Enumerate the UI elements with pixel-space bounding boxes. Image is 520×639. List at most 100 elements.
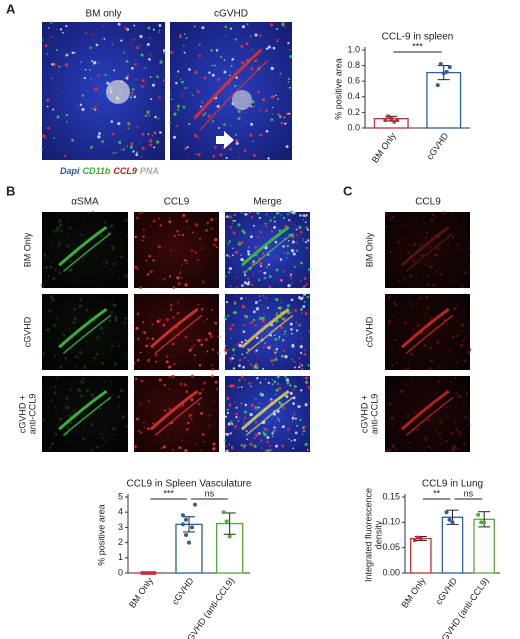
cell	[159, 60, 163, 64]
micrograph	[168, 21, 293, 160]
cell	[149, 270, 153, 274]
cell	[136, 46, 140, 50]
cell	[302, 425, 306, 429]
data-point	[447, 65, 452, 70]
cell	[253, 105, 256, 108]
cell	[124, 316, 128, 320]
cell	[249, 35, 252, 37]
cell	[455, 406, 457, 409]
significance-label: ***	[163, 488, 174, 498]
cell	[237, 223, 241, 227]
cell	[150, 98, 153, 101]
cell	[462, 442, 466, 446]
cell	[176, 230, 179, 233]
vessel	[245, 232, 294, 272]
data-point	[444, 69, 449, 74]
cell	[173, 362, 176, 366]
cell	[133, 24, 136, 27]
cell	[240, 444, 243, 447]
cell	[221, 146, 225, 149]
cell	[228, 215, 233, 219]
cell	[244, 339, 247, 342]
cell	[135, 59, 137, 61]
cell	[200, 339, 203, 342]
cell	[430, 316, 433, 320]
cell	[46, 105, 49, 108]
data-point	[389, 116, 394, 121]
cell	[56, 317, 59, 320]
cell	[112, 427, 116, 431]
cell	[130, 96, 132, 99]
cell	[416, 303, 418, 306]
cell	[180, 94, 184, 98]
cell	[152, 28, 155, 31]
cell	[183, 259, 187, 262]
cell	[204, 321, 206, 323]
vessel	[199, 60, 269, 131]
cell	[197, 152, 201, 157]
cell	[92, 64, 94, 66]
cell	[81, 94, 85, 97]
cell	[43, 256, 46, 259]
cell	[122, 321, 124, 323]
cell	[246, 23, 249, 26]
cell	[398, 319, 401, 321]
cell	[407, 244, 410, 246]
cell	[279, 72, 282, 75]
cell	[268, 444, 271, 447]
vessel	[58, 225, 108, 267]
cell	[106, 81, 110, 85]
cell	[446, 323, 449, 326]
cell	[403, 321, 407, 325]
cell	[158, 31, 161, 33]
cell	[388, 320, 392, 324]
pna-cluster	[232, 90, 252, 110]
cell	[445, 439, 448, 443]
vessel	[154, 396, 203, 436]
cell	[137, 429, 140, 432]
cell	[149, 76, 152, 78]
cell	[169, 308, 173, 311]
cell	[56, 28, 59, 30]
cell	[155, 360, 158, 363]
cell	[99, 432, 102, 435]
cell	[97, 62, 100, 65]
cell	[231, 323, 235, 327]
cell	[117, 122, 121, 126]
cell	[243, 270, 247, 274]
cell	[141, 146, 145, 150]
cell	[114, 362, 118, 365]
cell	[461, 285, 464, 288]
cell	[233, 214, 235, 217]
cell	[283, 116, 286, 119]
cell	[193, 354, 196, 357]
cell	[91, 211, 94, 214]
cell	[303, 349, 306, 352]
y-tick-label: 0.15	[382, 491, 400, 501]
cell	[46, 53, 49, 55]
cell	[256, 211, 260, 215]
cell	[141, 239, 144, 242]
cell	[153, 131, 156, 134]
cell	[456, 320, 458, 322]
cell	[273, 216, 276, 219]
cell	[111, 344, 114, 347]
cell	[274, 337, 278, 341]
cell	[241, 284, 244, 287]
cell	[300, 308, 304, 311]
cell	[226, 411, 230, 415]
cell	[257, 90, 260, 94]
cell	[193, 134, 198, 138]
cell	[83, 77, 86, 80]
cell	[285, 112, 289, 116]
cell	[225, 215, 229, 218]
cell	[58, 65, 61, 68]
cell	[304, 403, 308, 407]
cell	[100, 281, 103, 283]
cell	[412, 259, 416, 263]
cell	[103, 380, 105, 383]
cell	[235, 133, 238, 137]
cell	[276, 320, 278, 323]
cell	[260, 265, 263, 268]
cell	[413, 218, 416, 221]
